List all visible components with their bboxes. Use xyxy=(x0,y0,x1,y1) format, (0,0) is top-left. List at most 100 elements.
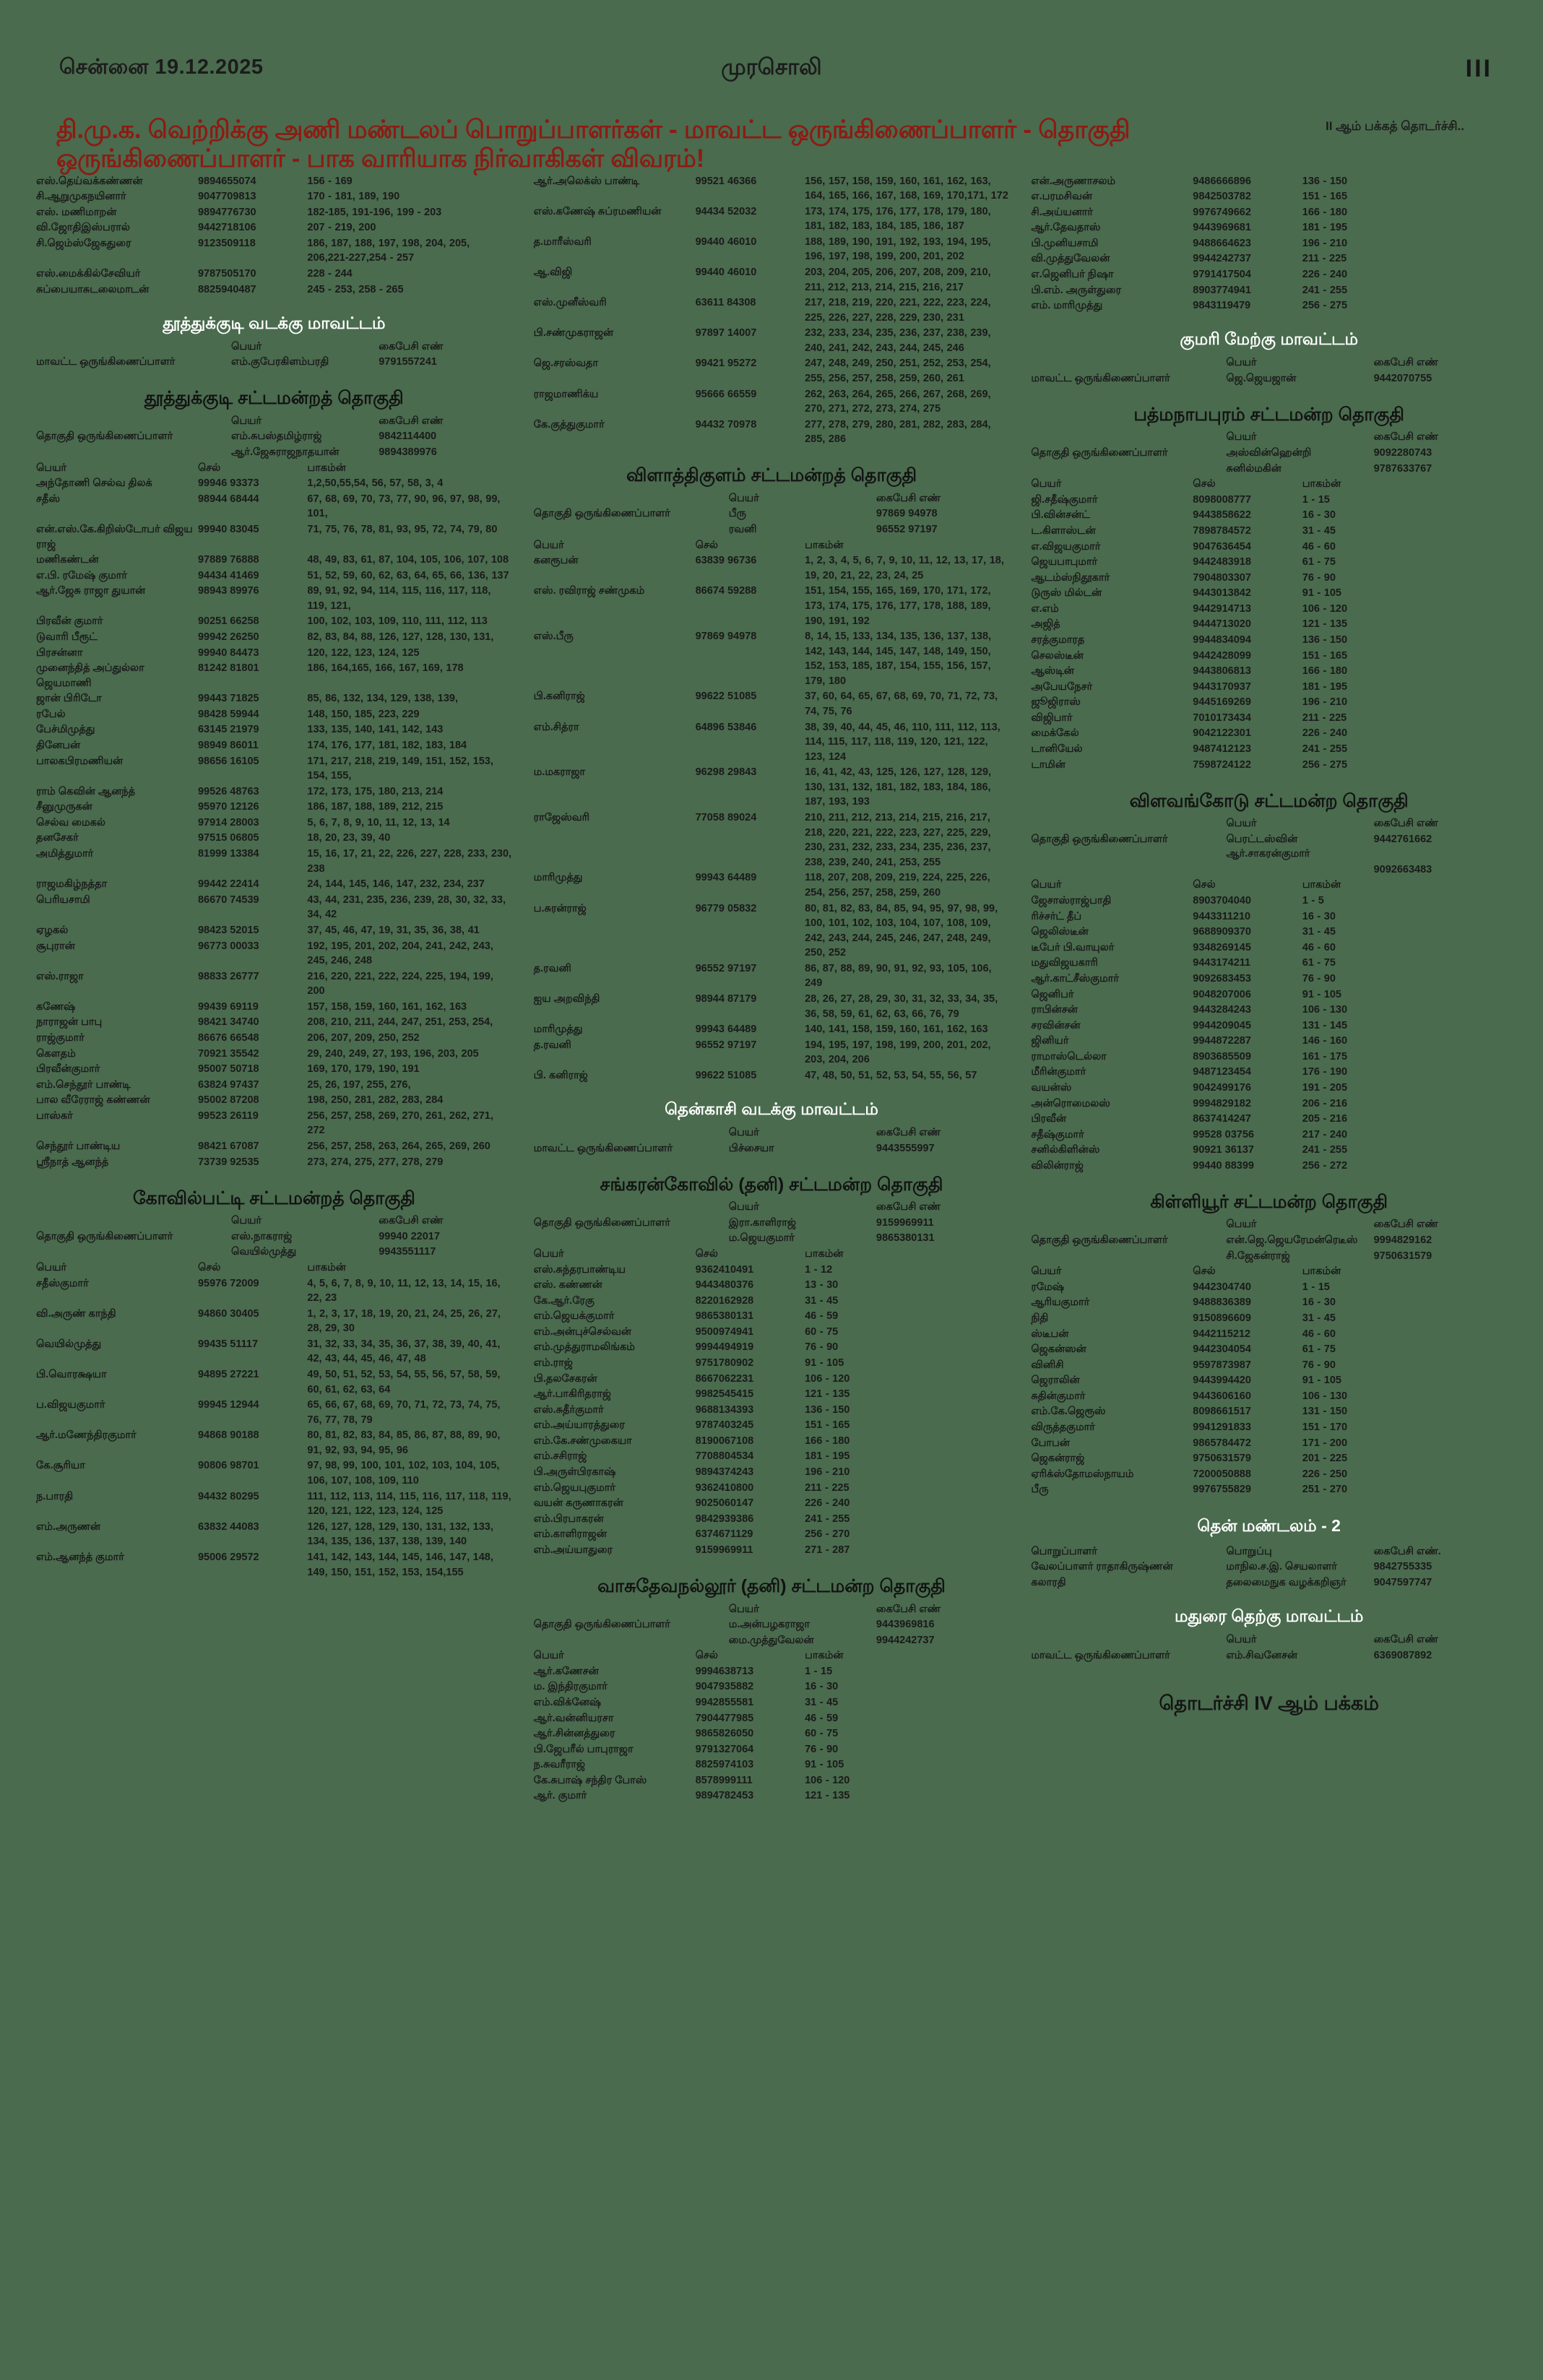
booth-table-header: பெயர் செல் பாகம்ன் xyxy=(534,537,1010,553)
member-name: கே.சுபாஷ் சந்திர போஸ் xyxy=(533,1774,647,1786)
member-name: ம.மகராஜா xyxy=(533,766,586,779)
member-cell: 63611 84308 xyxy=(695,297,756,309)
member-cell: 9042122301 xyxy=(1193,727,1251,740)
content-columns: எஸ்.தெய்வக்கண்ணன் 9894655074 156 - 169 சி.ஆ… xyxy=(36,173,1507,2358)
member-name: ஜெலிஸ்டீன் xyxy=(1031,926,1089,938)
booth-table-header: பெயர் செல் பாகம்ன் xyxy=(1031,878,1507,893)
member-name: டுவாரி பீரூட் xyxy=(36,631,98,643)
table-row: ந.பாரதி 94432 80295 111, 112, 113, 114, 11… xyxy=(36,1489,512,1519)
member-cell: 8190067108 xyxy=(695,1435,754,1447)
member-name: செல்வ மைகல் xyxy=(36,816,105,828)
table-row: மதுவிஜயகாரி 9443174211 61 - 75 xyxy=(1031,956,1507,972)
member-cell: 96298 29843 xyxy=(695,766,757,779)
col-part: பாகம்ன் xyxy=(805,1247,844,1260)
member-cell: 9442718106 xyxy=(197,222,256,234)
officer-role: தொகுதி ஒருங்கிணைப்பாளர் xyxy=(533,508,670,520)
member-name: ந.சுவரீராஜ் xyxy=(533,1759,585,1771)
member-name: மைக்கேல் xyxy=(1031,727,1079,740)
officer-row: மை.முத்துவேலன் 9944242737 xyxy=(534,1632,1010,1648)
table-row: கே.சுபாஷ் சந்திர போஸ் 8578999111 106 - 120 xyxy=(534,1773,1010,1788)
member-name: எம்.அருணன் xyxy=(36,1520,101,1533)
table-row: ஆர். குமார் 9894782453 121 - 135 xyxy=(534,1788,1010,1804)
member-cell: 96773 00033 xyxy=(197,940,259,952)
member-cell: 9865784472 xyxy=(1193,1437,1251,1449)
officer-row: தொகுதி ஒருங்கிணைப்பாளர் பீரு 97869 94978 xyxy=(534,506,1010,522)
member-name: என்.எஸ்.கே.கிறிஸ்டோபர் விஜய ராஜ் xyxy=(36,523,193,550)
table-row: எஸ். மணிமாறன் 9894776730 182-185, 191-196,… xyxy=(36,204,512,220)
col-name: பெயர் xyxy=(1226,431,1257,443)
member-name: அபேயநேசர் xyxy=(1031,680,1093,693)
member-cell: 9443013842 xyxy=(1193,587,1251,600)
member-cell: 9751780902 xyxy=(695,1356,754,1369)
officer-table-header: பெயர் கைபேசி எண் xyxy=(36,339,512,355)
booth-table-header: பெயர் செல் பாகம்ன் xyxy=(36,1260,512,1276)
member-parts: 80, 81, 82, 83, 84, 85, 86, 87, 88, 89, … xyxy=(307,1429,501,1456)
member-name: அந்தோணி செல்வ திலக் xyxy=(36,477,152,490)
officer-role xyxy=(1031,1248,1226,1264)
member-parts: 29, 240, 249, 27, 193, 196, 203, 205 xyxy=(307,1047,479,1060)
member-cell: 9042499176 xyxy=(1193,1082,1251,1094)
table-row: எஸ்.சுந்தரபாண்டிய 9362410491 1 - 12 xyxy=(534,1262,1010,1278)
member-parts: 172, 173, 175, 180, 213, 214 xyxy=(307,785,444,797)
officer-table-header: பெயர் கைபேசி எண் xyxy=(534,1125,1010,1141)
table-row: ஆடம்ஸ்நிதூகார் 7904803307 76 - 90 xyxy=(1031,570,1507,586)
member-parts: 256 - 272 xyxy=(1302,1159,1348,1172)
member-cell: 9791417504 xyxy=(1193,268,1251,280)
member-parts: 211 - 225 xyxy=(805,1481,850,1494)
member-parts: 28, 26, 27, 28, 29, 30, 31, 32, 33, 34, … xyxy=(805,992,998,1020)
table-row: ஏழகல் 98423 52015 37, 45, 46, 47, 19, 31, … xyxy=(36,922,512,938)
member-name: ரிச்சர்ட் தீப் xyxy=(1031,910,1082,922)
member-parts: 216, 220, 221, 222, 224, 225, 194, 199, … xyxy=(307,970,493,998)
table-row: நிதி 9150896609 31 - 45 xyxy=(1031,1310,1507,1326)
member-name: ஆர்.மணேந்திரகுமார் xyxy=(36,1429,137,1442)
member-cell: 86670 74539 xyxy=(197,893,259,906)
table-row: பாஸ்கர் 99523 26119 256, 257, 258, 269, 27… xyxy=(36,1108,512,1138)
table-row: அஜித் 9444713020 121 - 135 xyxy=(1031,617,1507,633)
col-cell: செல் xyxy=(197,1261,221,1273)
member-cell: 95970 12126 xyxy=(197,801,259,813)
table-row: எம்.அன்புச்செல்வன் 9500974941 60 - 75 xyxy=(534,1324,1010,1340)
officer-row: தொகுதி ஒருங்கிணைப்பாளர் எம்.சுபஸ்தமிழ்ராஜ… xyxy=(36,429,512,445)
member-cell: 9787403245 xyxy=(695,1419,754,1432)
member-cell: 9842939386 xyxy=(695,1513,754,1525)
member-name: ஜி.சதீஷ்குமார் xyxy=(1031,493,1098,506)
member-cell: 7904803307 xyxy=(1193,571,1251,584)
table-row: டீபேர் பி.வாயுலர் 9348269145 46 - 60 xyxy=(1031,940,1507,956)
member-parts: 151 - 165 xyxy=(1302,191,1348,203)
member-cell: 9092683453 xyxy=(1193,972,1251,985)
member-cell: 9865380131 xyxy=(695,1310,754,1323)
member-cell: 9150896609 xyxy=(1193,1312,1251,1324)
table-row: பெரியசாமி 86670 74539 43, 44, 231, 235, 23… xyxy=(36,892,512,922)
table-row: டுருஸ் மில்டன் 9443013842 91 - 105 xyxy=(1031,586,1507,602)
table-row: ஏரிக்ஸ்தோமஸ்நாயம் 7200050888 226 - 250 xyxy=(1031,1466,1507,1482)
table-row: ஆர்.பாகிரிதராஜ் 9982545415 121 - 135 xyxy=(534,1387,1010,1403)
officer-role: தொகுதி ஒருங்கிணைப்பாளர் xyxy=(36,430,173,443)
table-row: கே.குத்துகுமார் 94432 70978 277, 278, 279,… xyxy=(534,417,1010,447)
table-row: ரமேஷ் 9442304740 1 - 15 xyxy=(1031,1279,1507,1295)
table-row: வி.ஜோதிஇஸ்பரால் 9442718106 207 - 219, 200 xyxy=(36,220,512,236)
member-parts: 210, 211, 212, 213, 214, 215, 216, 217, … xyxy=(805,812,991,868)
zone-heading: தென் மண்டலம் - 2 xyxy=(1197,1516,1341,1536)
table-row: என்.எஸ்.கே.கிறிஸ்டோபர் விஜய ராஜ் 99940 83… xyxy=(36,522,512,552)
officer-row: தொகுதி ஒருங்கிணைப்பாளர் பெரட்டஸ்வின் ஆர்.… xyxy=(1031,831,1507,862)
member-name: மாரிமுத்து xyxy=(533,1024,583,1036)
member-cell: 9443969681 xyxy=(1193,222,1251,234)
member-name: அஜித் xyxy=(1031,618,1060,631)
officer-role xyxy=(36,1245,231,1260)
member-parts: 76 - 90 xyxy=(805,1341,839,1354)
member-name: ஏழகல் xyxy=(36,924,69,936)
member-name: விருத்தகுமார் xyxy=(1031,1421,1095,1433)
member-cell: 9486666896 xyxy=(1193,175,1251,187)
member-parts: 16 - 30 xyxy=(805,1681,839,1693)
member-parts: 226 - 240 xyxy=(1302,727,1348,740)
col-part: பாகம்ன் xyxy=(805,539,844,551)
member-cell: 9025060147 xyxy=(695,1497,754,1510)
table-row: வினிசி 9597873987 76 - 90 xyxy=(1031,1357,1507,1373)
member-parts: 76 - 90 xyxy=(805,1743,839,1755)
table-row: சுதின்குமார் 9443606160 106 - 130 xyxy=(1031,1388,1507,1404)
col-name: பெயர் xyxy=(1226,818,1257,830)
col-role xyxy=(1031,430,1226,446)
member-parts: 1, 2, 3, 17, 18, 19, 20, 21, 24, 25, 26,… xyxy=(307,1307,501,1335)
member-parts: 118, 207, 208, 209, 219, 224, 225, 226, … xyxy=(805,872,990,899)
member-parts: 1 - 12 xyxy=(805,1263,833,1276)
